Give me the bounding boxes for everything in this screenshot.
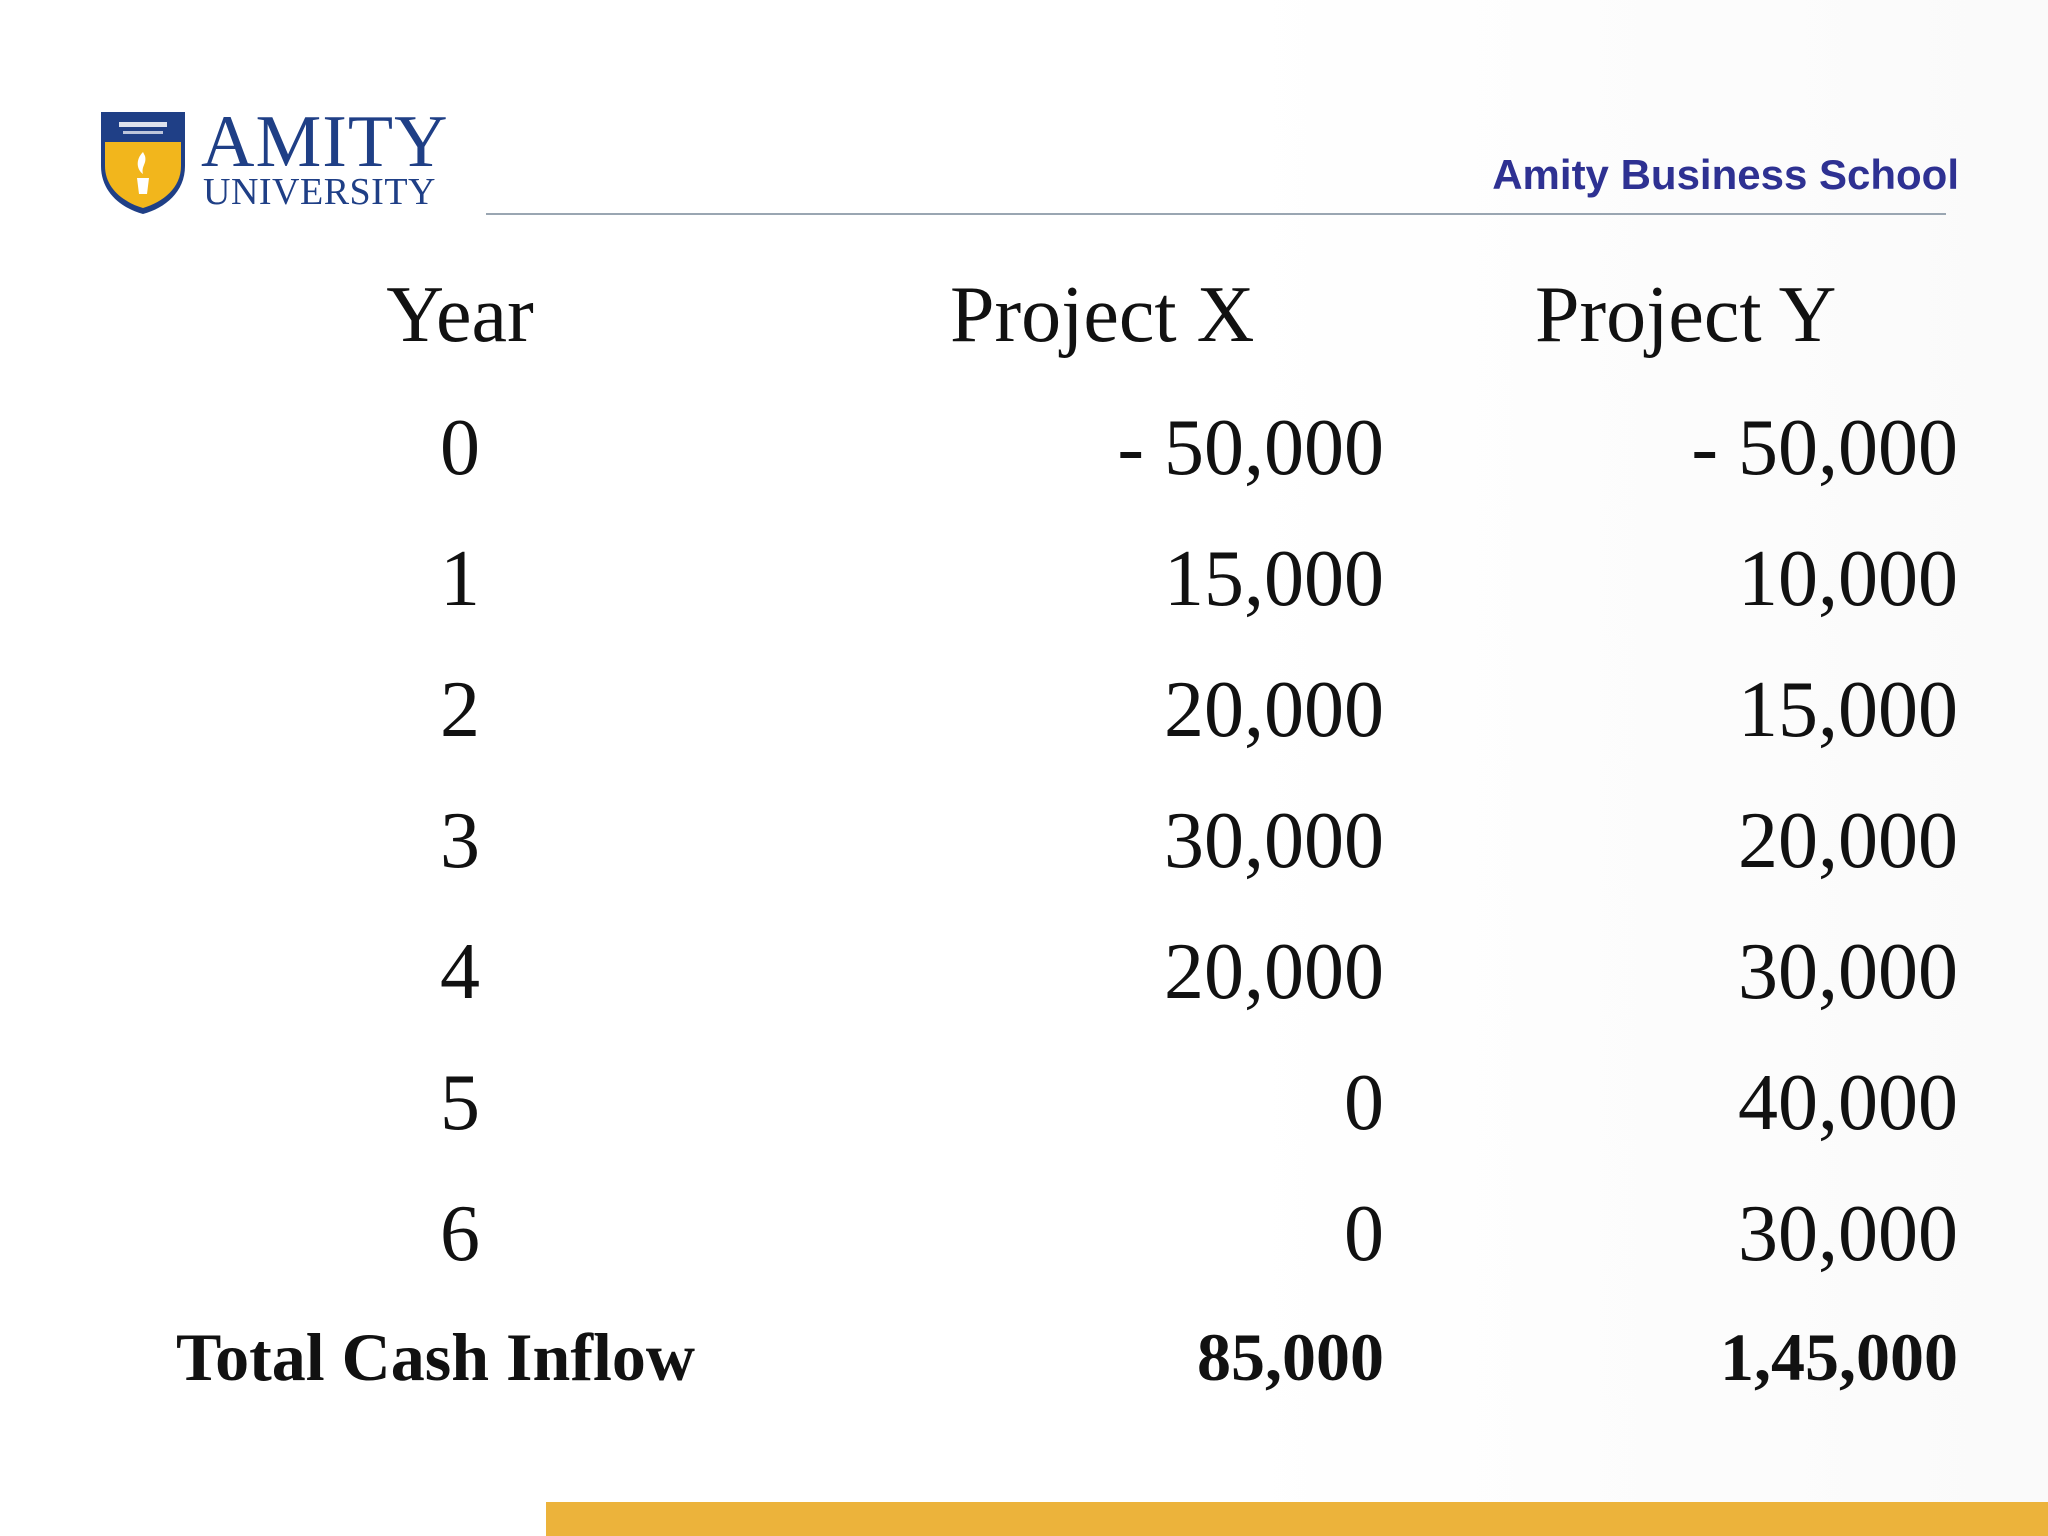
table-row-year: 1 [440, 535, 480, 623]
table-row-project-x: - 50,000 [1117, 404, 1384, 492]
table-row-project-y: 40,000 [1738, 1059, 1958, 1147]
table-row-project-y: 30,000 [1738, 928, 1958, 1016]
table-row-year: 4 [440, 928, 480, 1016]
table-row-year: 6 [440, 1190, 480, 1278]
amity-university-logo: AMITY UNIVERSITY [97, 102, 448, 218]
table-row-project-x: 0 [1344, 1190, 1384, 1278]
footer-accent-bar [546, 1502, 2048, 1536]
total-label: Total Cash Inflow [176, 1319, 695, 1395]
header-project-x: Project X [950, 271, 1255, 359]
table-row-project-x: 15,000 [1164, 535, 1384, 623]
table-row-year: 0 [440, 404, 480, 492]
table-row-year: 5 [440, 1059, 480, 1147]
header-divider [486, 213, 1946, 215]
table-row-year: 2 [440, 666, 480, 754]
logo-word-amity: AMITY [201, 101, 449, 183]
table-row-project-x: 20,000 [1164, 928, 1384, 1016]
header-year: Year [386, 271, 534, 359]
school-name: Amity Business School [1492, 151, 1959, 198]
table-row-project-x: 20,000 [1164, 666, 1384, 754]
table-row-project-y: 20,000 [1738, 797, 1958, 885]
table-row-project-x: 0 [1344, 1059, 1384, 1147]
total-project-x: 85,000 [1197, 1319, 1384, 1395]
header-project-y: Project Y [1535, 271, 1837, 359]
crest-icon [101, 112, 185, 214]
table-row-project-y: 15,000 [1738, 666, 1958, 754]
table-row-project-y: - 50,000 [1691, 404, 1958, 492]
logo-word-university: UNIVERSITY [203, 171, 436, 213]
table-row-project-y: 10,000 [1738, 535, 1958, 623]
table-row-project-y: 30,000 [1738, 1190, 1958, 1278]
table-row-year: 3 [440, 797, 480, 885]
table-row-project-x: 30,000 [1164, 797, 1384, 885]
total-project-y: 1,45,000 [1720, 1319, 1958, 1395]
